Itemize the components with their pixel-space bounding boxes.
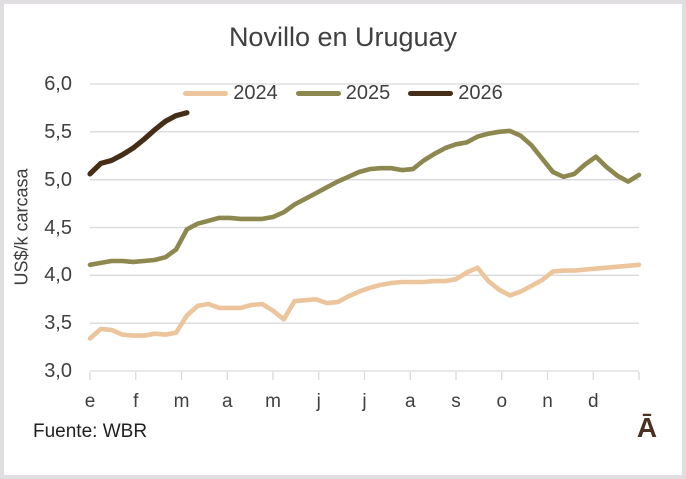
plot-area	[87, 83, 642, 380]
source-note: Fuente: WBR	[33, 421, 148, 442]
y-tick-label: 5,5	[44, 120, 72, 143]
legend-item-2024: 2024	[183, 82, 278, 105]
x-tick-label: o	[496, 391, 508, 412]
y-tick-label: 4,5	[44, 216, 72, 239]
x-tick-label: e	[84, 391, 96, 412]
legend-swatch-2024	[183, 91, 229, 96]
x-tick-label: m	[265, 391, 281, 412]
chart-title: Novillo en Uruguay	[228, 22, 458, 52]
x-tick-label: j	[362, 391, 367, 412]
legend-swatch-2025	[295, 91, 341, 96]
y-tick-label: 6,0	[44, 73, 72, 95]
legend-label-2025: 2025	[345, 82, 391, 104]
legend-item-2025: 2025	[295, 82, 391, 105]
series-line-2026	[87, 110, 190, 177]
brand-logo: Ā	[636, 412, 658, 443]
x-tick-label: n	[542, 391, 553, 412]
legend-item-2026: 2026	[408, 82, 503, 105]
series-line-2025	[87, 128, 642, 268]
x-tick-label: f	[133, 391, 139, 412]
y-tick-label: 4,0	[44, 264, 72, 287]
legend: 2024 2025 2026	[4, 82, 682, 105]
x-tick-label: m	[173, 391, 190, 412]
x-tick-label: a	[404, 391, 416, 412]
x-tick-label: j	[316, 391, 321, 412]
x-tick-label: d	[587, 391, 599, 412]
legend-swatch-2026	[408, 91, 454, 96]
x-tick-label: s	[451, 391, 461, 412]
series-line-2024	[87, 262, 642, 341]
y-tick-label: 3,0	[44, 360, 72, 382]
x-tick-label: a	[221, 391, 233, 412]
y-tick-label: 5,0	[44, 168, 72, 191]
legend-label-2024: 2024	[233, 82, 278, 104]
y-tick-label: 3,5	[44, 312, 72, 335]
legend-label-2026: 2026	[458, 82, 503, 104]
